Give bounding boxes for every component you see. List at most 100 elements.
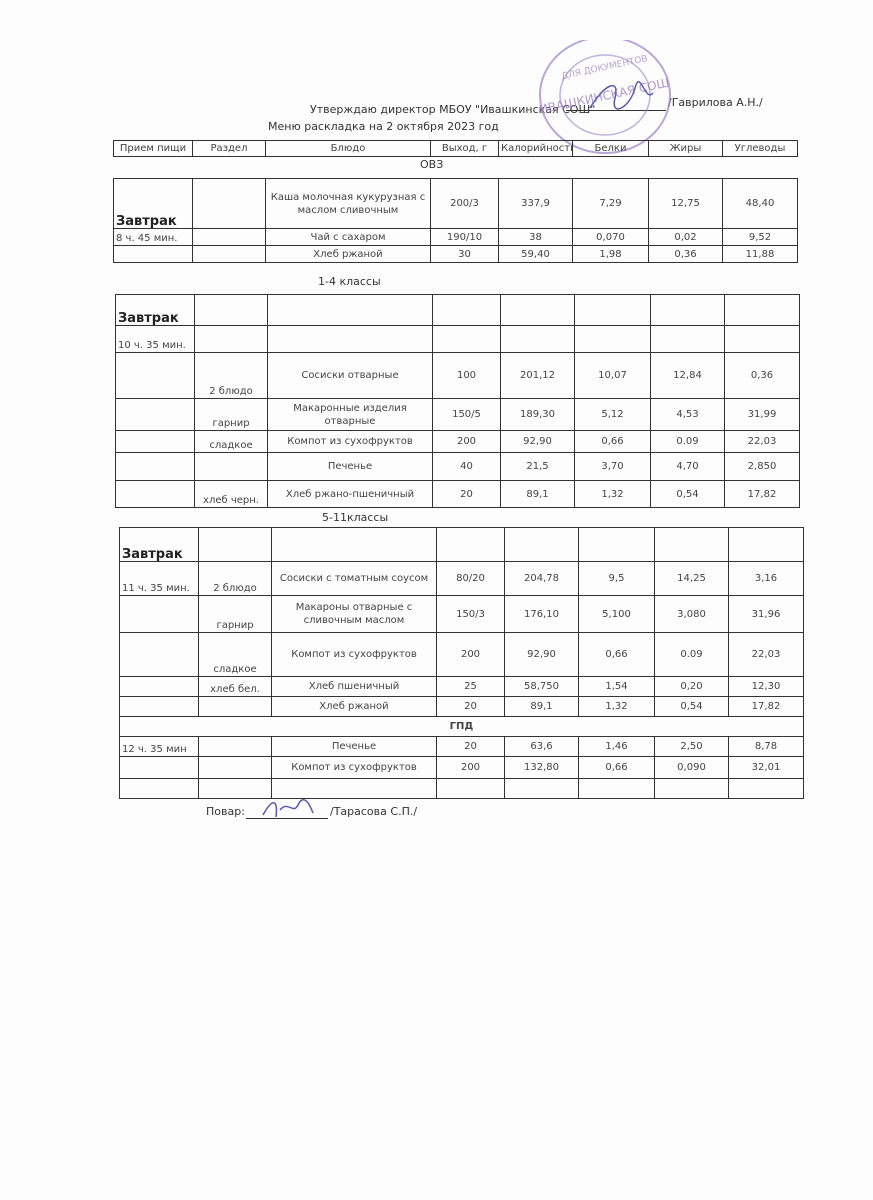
meal-cell [115, 398, 195, 431]
fat-cell: 12,75 [648, 178, 723, 229]
section-cell [194, 452, 268, 481]
calories-cell: 337,9 [498, 178, 573, 229]
dish-cell: Хлеб ржано-пшеничный [267, 480, 433, 508]
yield-cell [436, 778, 505, 799]
protein-cell: 1,46 [578, 736, 655, 757]
yield-cell: 20 [436, 696, 505, 717]
signature-line [566, 110, 666, 111]
calories-cell: 63,6 [504, 736, 579, 757]
fat-cell: 3,080 [654, 595, 729, 633]
yield-cell: 40 [432, 452, 501, 481]
protein-cell [578, 527, 655, 562]
dish-cell: Макароны отварные с сливочным маслом [271, 595, 437, 633]
table-row: Завтрак [115, 294, 800, 326]
meal-cell [119, 676, 199, 697]
fat-cell [654, 778, 729, 799]
carbs-cell: 22,03 [728, 632, 804, 677]
school-stamp: ИВАШКИНСКАЯ СОШ ДЛЯ ДОКУМЕНТОВ [538, 40, 671, 154]
yield-cell: 200 [432, 430, 501, 453]
table-row: Завтрак [119, 527, 804, 562]
carbs-cell: 22,03 [724, 430, 800, 453]
calories-cell [504, 527, 579, 562]
yield-cell: 200 [436, 632, 505, 677]
meal-cell [115, 430, 195, 453]
carbs-cell: 11,88 [722, 245, 798, 263]
carbs-cell: 48,40 [722, 178, 798, 229]
carbs-cell [724, 325, 800, 353]
meal-cell: Завтрак [119, 527, 199, 562]
fat-cell: 0,54 [654, 696, 729, 717]
calories-cell: 204,78 [504, 561, 579, 596]
section-cell [194, 294, 268, 326]
fat-cell: 0,090 [654, 756, 729, 779]
carbs-cell: 31,96 [728, 595, 804, 633]
column-header: Выход, г [430, 140, 499, 157]
table-row: хлеб бел. Хлеб пшеничный 25 58,750 1,54 0,20 1… [119, 676, 804, 697]
meal-cell: 12 ч. 35 мин [119, 736, 199, 757]
calories-cell [500, 325, 575, 353]
section-cell: сладкое [194, 430, 268, 453]
section-label-1-4: 1-4 классы [318, 275, 381, 288]
table-row: 12 ч. 35 мин Печенье 20 63,6 1,46 2,50 8,78 [119, 736, 804, 757]
protein-cell: 0,070 [572, 228, 649, 246]
calories-cell: 89,1 [504, 696, 579, 717]
calories-cell: 89,1 [500, 480, 575, 508]
column-header: Калорийность [498, 140, 573, 157]
fat-cell: 0.09 [650, 430, 725, 453]
section-label-5-11: 5-11классы [322, 511, 389, 524]
yield-cell: 150/3 [436, 595, 505, 633]
table-row: 11 ч. 35 мин. 2 блюдо Сосиски с томатным с… [119, 561, 804, 596]
carbs-cell: 32,01 [728, 756, 804, 779]
carbs-cell: 9,52 [722, 228, 798, 246]
section-cell [198, 756, 272, 779]
section-cell: гарнир [194, 398, 268, 431]
carbs-cell: 8,78 [728, 736, 804, 757]
section-cell [198, 736, 272, 757]
section-cell: гарнир [198, 595, 272, 633]
yield-cell [436, 527, 505, 562]
yield-cell: 200 [436, 756, 505, 779]
protein-cell: 5,12 [574, 398, 651, 431]
calories-cell: 92,90 [500, 430, 575, 453]
protein-cell: 3,70 [574, 452, 651, 481]
column-header: Жиры [648, 140, 723, 157]
section-cell: 2 блюдо [194, 352, 268, 399]
protein-cell [574, 294, 651, 326]
yield-cell: 100 [432, 352, 501, 399]
table-row: Компот из сухофруктов 200 132,80 0,66 0,090 3… [119, 756, 804, 779]
calories-cell: 58,750 [504, 676, 579, 697]
calories-cell: 59,40 [498, 245, 573, 263]
yield-cell: 190/10 [430, 228, 499, 246]
protein-cell: 0,66 [574, 430, 651, 453]
meal-cell: Завтрак [115, 294, 195, 326]
table-row: 2 блюдо Сосиски отварные 100 201,12 10,07 12,… [115, 352, 800, 399]
fat-cell: 4,53 [650, 398, 725, 431]
fat-cell: 0,20 [654, 676, 729, 697]
protein-cell [578, 778, 655, 799]
dish-cell: Компот из сухофруктов [271, 756, 437, 779]
dish-cell: Чай с сахаром [265, 228, 431, 246]
director-signature [589, 80, 654, 110]
cook-label: Повар: [206, 805, 245, 818]
section-cell: хлеб черн. [194, 480, 268, 508]
table-row: Завтрак Каша молочная кукурузная с маслом… [113, 178, 798, 229]
protein-cell: 1,98 [572, 245, 649, 263]
dish-cell: Компот из сухофруктов [267, 430, 433, 453]
meal-cell: 8 ч. 45 мин. [113, 228, 193, 246]
yield-cell: 20 [432, 480, 501, 508]
protein-cell: 7,29 [572, 178, 649, 229]
column-header: Углеводы [722, 140, 798, 157]
protein-cell: 0,66 [578, 632, 655, 677]
carbs-cell: 0,36 [724, 352, 800, 399]
meal-cell [115, 352, 195, 399]
table-row: Хлеб ржаной 30 59,40 1,98 0,36 11,88 [113, 245, 798, 263]
fat-cell: 14,25 [654, 561, 729, 596]
column-header: Белки [572, 140, 649, 157]
yield-cell: 80/20 [436, 561, 505, 596]
calories-cell: 132,80 [504, 756, 579, 779]
cook-name: /Тарасова С.П./ [330, 805, 418, 818]
yield-cell: 200/3 [430, 178, 499, 229]
section-cell: 2 блюдо [198, 561, 272, 596]
section-cell [192, 178, 266, 229]
column-header-table: Прием пищи Раздел Блюдо Выход, г Калорийност… [113, 140, 798, 157]
